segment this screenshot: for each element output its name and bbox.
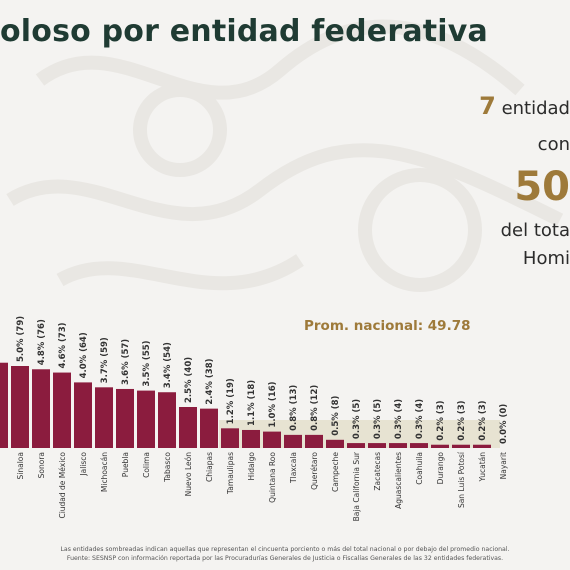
bar (326, 439, 344, 448)
category-label: Tabasco (163, 452, 172, 483)
bar (200, 408, 218, 448)
summary-line-4: Homi (522, 248, 570, 269)
category-label: Nuevo León (184, 452, 193, 497)
bar-value-label: 0.0% (0) (499, 404, 509, 444)
bar (53, 372, 71, 448)
page-title: oloso por entidad federativa (0, 14, 488, 49)
category-label: Colima (142, 452, 151, 478)
summary-line-2: con (537, 134, 570, 155)
category-label: Hidalgo (247, 452, 256, 481)
category-label: Michoacán (100, 452, 109, 492)
summary-panel: 7 entidad con 50 del tota Homi (450, 92, 570, 272)
bar (158, 392, 176, 448)
bar-value-label: 0.3% (5) (352, 399, 362, 439)
summary-line-1: 7 entidad (479, 92, 570, 120)
bar (74, 382, 92, 448)
summary-big-value: 50 (514, 164, 570, 210)
bar (0, 362, 8, 448)
category-label: Yucatán (478, 452, 487, 483)
bar-value-label: 3.6% (57) (121, 339, 131, 385)
bar (11, 366, 29, 448)
category-label: Campeche (331, 452, 340, 492)
bar (221, 428, 239, 448)
footnote-line-2: Fuente: SESNSP con información reportada… (66, 555, 504, 562)
bar-value-label: 5.0% (79) (16, 316, 26, 362)
footnote-line-1: Las entidades sombreadas indican aquella… (60, 546, 510, 553)
bar (137, 390, 155, 448)
category-label: Chiapas (205, 452, 214, 482)
bar (452, 444, 470, 448)
bar (347, 443, 365, 448)
bar-value-label: 3.7% (59) (100, 337, 110, 383)
bar (263, 431, 281, 448)
bar (368, 443, 386, 448)
bar-value-label: 0.8% (13) (289, 385, 299, 431)
category-label: Ciudad de México (58, 452, 67, 519)
bar-value-label: 3.4% (54) (163, 342, 173, 388)
bar-value-label: 1.1% (18) (247, 380, 257, 426)
category-label: Durango (436, 452, 445, 485)
bar-value-label: 0.5% (8) (331, 395, 341, 435)
bar-value-label: 0.2% (3) (478, 400, 488, 440)
average-label: Prom. nacional: 49.78 (304, 318, 471, 334)
summary-count: 7 (479, 92, 496, 120)
bar (389, 443, 407, 448)
category-label: Quintana Roo (268, 452, 277, 503)
summary-line-3: del tota (500, 220, 570, 241)
category-label: Puebla (121, 452, 130, 477)
bar (473, 444, 491, 448)
category-label: Tlaxcala (289, 452, 298, 484)
bar-value-label: 4.6% (73) (58, 322, 68, 368)
category-label: Sinaloa (16, 452, 25, 479)
bar-value-label: 2.5% (40) (184, 357, 194, 403)
category-label: Querétaro (310, 452, 319, 490)
bar (179, 407, 197, 448)
category-label: Aguascalientes (394, 452, 403, 509)
bar-value-label: 0.8% (12) (310, 385, 320, 431)
bar (32, 369, 50, 448)
bar (242, 429, 260, 448)
bar-value-label: 0.3% (5) (373, 399, 383, 439)
category-label: Zacatecas (373, 452, 382, 491)
bar-value-label: 0.2% (3) (457, 400, 467, 440)
category-label: Sonora (37, 452, 46, 478)
bar (284, 434, 302, 448)
bar-chart: 5.0% (79) Sinaloa 4.8% (76) Sonora 4.6% (73)… (0, 316, 509, 521)
bar-value-label: 4.0% (64) (79, 332, 89, 378)
bar (431, 444, 449, 448)
bar-value-label: 1.2% (19) (226, 378, 236, 424)
bar-value-label: 3.5% (55) (142, 340, 152, 386)
bar (410, 443, 428, 448)
bar (116, 388, 134, 448)
category-label: San Luis Potosí (457, 451, 466, 508)
category-label: Tamaulipas (226, 452, 235, 495)
bar-value-label: 0.2% (3) (436, 400, 446, 440)
category-label: Jalisco (79, 452, 88, 477)
category-label: Coahuila (415, 452, 424, 485)
summary-line-1-text: entidad (501, 98, 570, 119)
bar-value-label: 2.4% (38) (205, 358, 215, 404)
bar-value-label: 0.3% (4) (394, 399, 404, 439)
category-label: Nayarit (499, 452, 508, 479)
category-label: Baja California Sur (352, 451, 361, 521)
bar (305, 434, 323, 448)
bar (95, 387, 113, 448)
bar-value-label: 4.8% (76) (37, 319, 47, 365)
bar-value-label: 0.3% (4) (415, 399, 425, 439)
bar-value-label: 1.0% (16) (268, 381, 278, 427)
